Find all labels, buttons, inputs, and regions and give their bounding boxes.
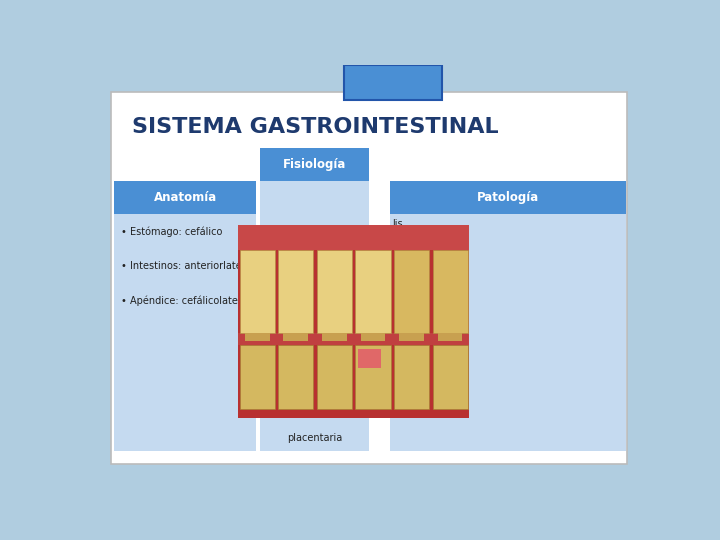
Bar — [394, 345, 429, 409]
Text: lis: lis — [392, 219, 403, 228]
Text: empo de: empo de — [392, 312, 436, 322]
Text: Patología: Patología — [477, 191, 539, 204]
Text: sito intestinal:: sito intestinal: — [392, 343, 462, 353]
Bar — [260, 148, 369, 181]
Bar — [394, 250, 429, 333]
Bar — [356, 250, 390, 333]
Text: SISTEMA GASTROINTESTINAL: SISTEMA GASTROINTESTINAL — [132, 117, 498, 137]
Bar — [390, 181, 626, 214]
Text: eñimiento: eñimiento — [392, 375, 441, 384]
Bar — [238, 409, 469, 418]
Bar — [240, 250, 275, 333]
Text: norroides: norroides — [392, 250, 438, 260]
Text: Fisiología: Fisiología — [283, 158, 346, 171]
Bar — [240, 345, 275, 409]
Bar — [433, 250, 468, 333]
Text: placentaria: placentaria — [287, 433, 342, 443]
Bar — [278, 345, 313, 409]
Bar — [245, 333, 269, 341]
Bar — [433, 345, 468, 409]
Text: sis/ Reflujo: sis/ Reflujo — [392, 281, 445, 291]
Bar — [317, 345, 352, 409]
Bar — [284, 333, 308, 341]
Bar — [361, 333, 385, 341]
Bar — [278, 250, 313, 333]
Bar — [114, 181, 256, 214]
Text: • Estómago: cefálico: • Estómago: cefálico — [121, 227, 222, 238]
Bar — [260, 181, 369, 451]
Bar — [399, 333, 424, 341]
Bar — [238, 333, 469, 345]
Text: Anatomía: Anatomía — [153, 191, 217, 204]
Bar — [438, 333, 462, 341]
Bar — [322, 333, 347, 341]
Bar — [359, 349, 382, 368]
FancyBboxPatch shape — [344, 65, 441, 100]
Bar — [114, 214, 256, 451]
Bar — [317, 250, 352, 333]
Text: • Intestinos: anteriorlateral: • Intestinos: anteriorlateral — [121, 261, 254, 272]
Text: • Apéndice: cefálicolateral: • Apéndice: cefálicolateral — [121, 296, 251, 307]
Bar — [356, 345, 390, 409]
Bar — [390, 214, 626, 451]
Bar — [238, 225, 469, 418]
Bar — [238, 225, 469, 250]
FancyBboxPatch shape — [111, 92, 627, 464]
